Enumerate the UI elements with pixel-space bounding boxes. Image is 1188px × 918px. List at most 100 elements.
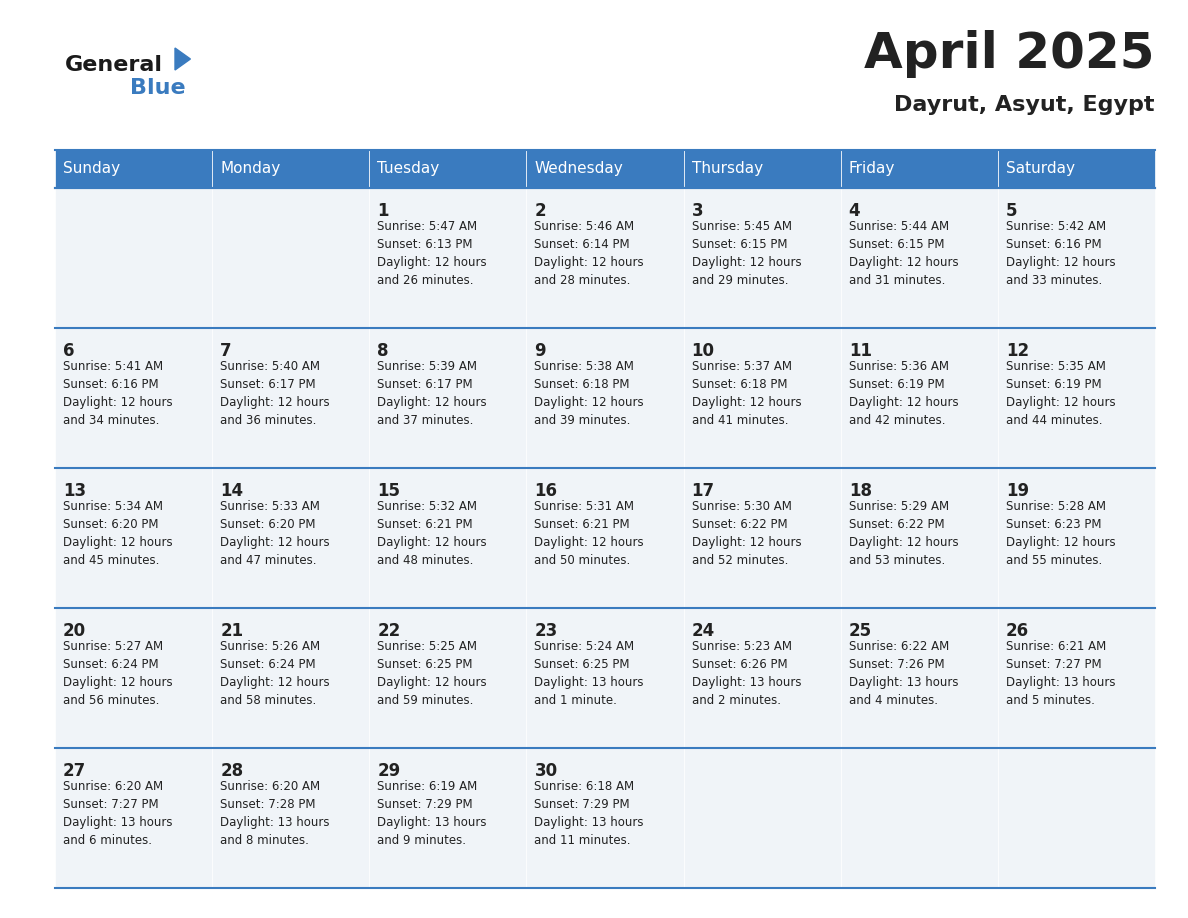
Text: 6: 6 (63, 342, 75, 360)
Text: Sunday: Sunday (63, 162, 120, 176)
Text: General: General (65, 55, 163, 75)
Text: Sunrise: 5:45 AM
Sunset: 6:15 PM
Daylight: 12 hours
and 29 minutes.: Sunrise: 5:45 AM Sunset: 6:15 PM Dayligh… (691, 220, 801, 287)
Bar (526, 468, 683, 608)
Text: 3: 3 (691, 202, 703, 220)
Text: Sunrise: 5:36 AM
Sunset: 6:19 PM
Daylight: 12 hours
and 42 minutes.: Sunrise: 5:36 AM Sunset: 6:19 PM Dayligh… (848, 360, 959, 427)
Bar (526, 748, 683, 888)
Text: Friday: Friday (848, 162, 895, 176)
Text: 11: 11 (848, 342, 872, 360)
Text: Sunrise: 5:34 AM
Sunset: 6:20 PM
Daylight: 12 hours
and 45 minutes.: Sunrise: 5:34 AM Sunset: 6:20 PM Dayligh… (63, 500, 172, 567)
Text: 4: 4 (848, 202, 860, 220)
Text: Saturday: Saturday (1006, 162, 1075, 176)
Text: 2: 2 (535, 202, 546, 220)
Text: Sunrise: 5:35 AM
Sunset: 6:19 PM
Daylight: 12 hours
and 44 minutes.: Sunrise: 5:35 AM Sunset: 6:19 PM Dayligh… (1006, 360, 1116, 427)
Bar (55, 468, 213, 608)
Bar (526, 150, 683, 188)
Bar (998, 468, 1155, 608)
Text: 5: 5 (1006, 202, 1017, 220)
Text: Sunrise: 5:40 AM
Sunset: 6:17 PM
Daylight: 12 hours
and 36 minutes.: Sunrise: 5:40 AM Sunset: 6:17 PM Dayligh… (220, 360, 330, 427)
Text: 19: 19 (1006, 482, 1029, 500)
Text: 28: 28 (220, 762, 244, 780)
Bar (998, 188, 1155, 328)
Text: 12: 12 (1006, 342, 1029, 360)
Text: Sunrise: 5:25 AM
Sunset: 6:25 PM
Daylight: 12 hours
and 59 minutes.: Sunrise: 5:25 AM Sunset: 6:25 PM Dayligh… (378, 640, 487, 707)
Text: Sunrise: 6:21 AM
Sunset: 7:27 PM
Daylight: 13 hours
and 5 minutes.: Sunrise: 6:21 AM Sunset: 7:27 PM Dayligh… (1006, 640, 1116, 707)
Text: Sunrise: 6:20 AM
Sunset: 7:27 PM
Daylight: 13 hours
and 6 minutes.: Sunrise: 6:20 AM Sunset: 7:27 PM Dayligh… (63, 780, 172, 847)
Bar (526, 188, 683, 328)
Text: Sunrise: 6:19 AM
Sunset: 7:29 PM
Daylight: 13 hours
and 9 minutes.: Sunrise: 6:19 AM Sunset: 7:29 PM Dayligh… (378, 780, 487, 847)
Text: 25: 25 (848, 622, 872, 640)
Bar (213, 188, 369, 328)
Text: Sunrise: 5:46 AM
Sunset: 6:14 PM
Daylight: 12 hours
and 28 minutes.: Sunrise: 5:46 AM Sunset: 6:14 PM Dayligh… (535, 220, 644, 287)
Bar (683, 150, 841, 188)
Bar (841, 468, 998, 608)
Bar (213, 468, 369, 608)
Text: 10: 10 (691, 342, 714, 360)
Text: Sunrise: 5:44 AM
Sunset: 6:15 PM
Daylight: 12 hours
and 31 minutes.: Sunrise: 5:44 AM Sunset: 6:15 PM Dayligh… (848, 220, 959, 287)
Bar (213, 608, 369, 748)
Bar (841, 608, 998, 748)
Bar (841, 150, 998, 188)
Text: 26: 26 (1006, 622, 1029, 640)
Text: Sunrise: 6:22 AM
Sunset: 7:26 PM
Daylight: 13 hours
and 4 minutes.: Sunrise: 6:22 AM Sunset: 7:26 PM Dayligh… (848, 640, 959, 707)
Bar (526, 328, 683, 468)
Bar (213, 748, 369, 888)
Bar (683, 608, 841, 748)
Bar (683, 188, 841, 328)
Bar (998, 748, 1155, 888)
Bar (369, 748, 526, 888)
Text: Sunrise: 5:47 AM
Sunset: 6:13 PM
Daylight: 12 hours
and 26 minutes.: Sunrise: 5:47 AM Sunset: 6:13 PM Dayligh… (378, 220, 487, 287)
Text: 20: 20 (63, 622, 86, 640)
Bar (841, 188, 998, 328)
Text: 17: 17 (691, 482, 715, 500)
Text: 16: 16 (535, 482, 557, 500)
Bar (369, 468, 526, 608)
Text: Sunrise: 5:29 AM
Sunset: 6:22 PM
Daylight: 12 hours
and 53 minutes.: Sunrise: 5:29 AM Sunset: 6:22 PM Dayligh… (848, 500, 959, 567)
Bar (55, 150, 213, 188)
Polygon shape (175, 48, 190, 70)
Text: Sunrise: 5:24 AM
Sunset: 6:25 PM
Daylight: 13 hours
and 1 minute.: Sunrise: 5:24 AM Sunset: 6:25 PM Dayligh… (535, 640, 644, 707)
Text: Sunrise: 5:41 AM
Sunset: 6:16 PM
Daylight: 12 hours
and 34 minutes.: Sunrise: 5:41 AM Sunset: 6:16 PM Dayligh… (63, 360, 172, 427)
Bar (55, 328, 213, 468)
Text: Sunrise: 6:20 AM
Sunset: 7:28 PM
Daylight: 13 hours
and 8 minutes.: Sunrise: 6:20 AM Sunset: 7:28 PM Dayligh… (220, 780, 329, 847)
Text: 29: 29 (378, 762, 400, 780)
Text: Sunrise: 5:42 AM
Sunset: 6:16 PM
Daylight: 12 hours
and 33 minutes.: Sunrise: 5:42 AM Sunset: 6:16 PM Dayligh… (1006, 220, 1116, 287)
Bar (526, 608, 683, 748)
Text: 15: 15 (378, 482, 400, 500)
Bar (55, 608, 213, 748)
Text: Tuesday: Tuesday (378, 162, 440, 176)
Bar (369, 608, 526, 748)
Bar (55, 748, 213, 888)
Text: 8: 8 (378, 342, 388, 360)
Text: Sunrise: 5:32 AM
Sunset: 6:21 PM
Daylight: 12 hours
and 48 minutes.: Sunrise: 5:32 AM Sunset: 6:21 PM Dayligh… (378, 500, 487, 567)
Text: Sunrise: 5:33 AM
Sunset: 6:20 PM
Daylight: 12 hours
and 47 minutes.: Sunrise: 5:33 AM Sunset: 6:20 PM Dayligh… (220, 500, 330, 567)
Text: April 2025: April 2025 (865, 30, 1155, 78)
Text: Sunrise: 5:28 AM
Sunset: 6:23 PM
Daylight: 12 hours
and 55 minutes.: Sunrise: 5:28 AM Sunset: 6:23 PM Dayligh… (1006, 500, 1116, 567)
Bar (213, 150, 369, 188)
Text: Sunrise: 5:39 AM
Sunset: 6:17 PM
Daylight: 12 hours
and 37 minutes.: Sunrise: 5:39 AM Sunset: 6:17 PM Dayligh… (378, 360, 487, 427)
Bar (213, 328, 369, 468)
Text: Blue: Blue (129, 78, 185, 98)
Text: 9: 9 (535, 342, 546, 360)
Text: Sunrise: 6:18 AM
Sunset: 7:29 PM
Daylight: 13 hours
and 11 minutes.: Sunrise: 6:18 AM Sunset: 7:29 PM Dayligh… (535, 780, 644, 847)
Bar (998, 328, 1155, 468)
Bar (998, 150, 1155, 188)
Bar (369, 328, 526, 468)
Text: 14: 14 (220, 482, 244, 500)
Text: Sunrise: 5:31 AM
Sunset: 6:21 PM
Daylight: 12 hours
and 50 minutes.: Sunrise: 5:31 AM Sunset: 6:21 PM Dayligh… (535, 500, 644, 567)
Text: 7: 7 (220, 342, 232, 360)
Text: 27: 27 (63, 762, 87, 780)
Text: Sunrise: 5:38 AM
Sunset: 6:18 PM
Daylight: 12 hours
and 39 minutes.: Sunrise: 5:38 AM Sunset: 6:18 PM Dayligh… (535, 360, 644, 427)
Text: 30: 30 (535, 762, 557, 780)
Bar (841, 748, 998, 888)
Text: Sunrise: 5:30 AM
Sunset: 6:22 PM
Daylight: 12 hours
and 52 minutes.: Sunrise: 5:30 AM Sunset: 6:22 PM Dayligh… (691, 500, 801, 567)
Bar (841, 328, 998, 468)
Text: Sunrise: 5:27 AM
Sunset: 6:24 PM
Daylight: 12 hours
and 56 minutes.: Sunrise: 5:27 AM Sunset: 6:24 PM Dayligh… (63, 640, 172, 707)
Bar (998, 608, 1155, 748)
Bar (369, 150, 526, 188)
Text: Wednesday: Wednesday (535, 162, 624, 176)
Text: Dayrut, Asyut, Egypt: Dayrut, Asyut, Egypt (895, 95, 1155, 115)
Text: 18: 18 (848, 482, 872, 500)
Text: Monday: Monday (220, 162, 280, 176)
Bar (683, 748, 841, 888)
